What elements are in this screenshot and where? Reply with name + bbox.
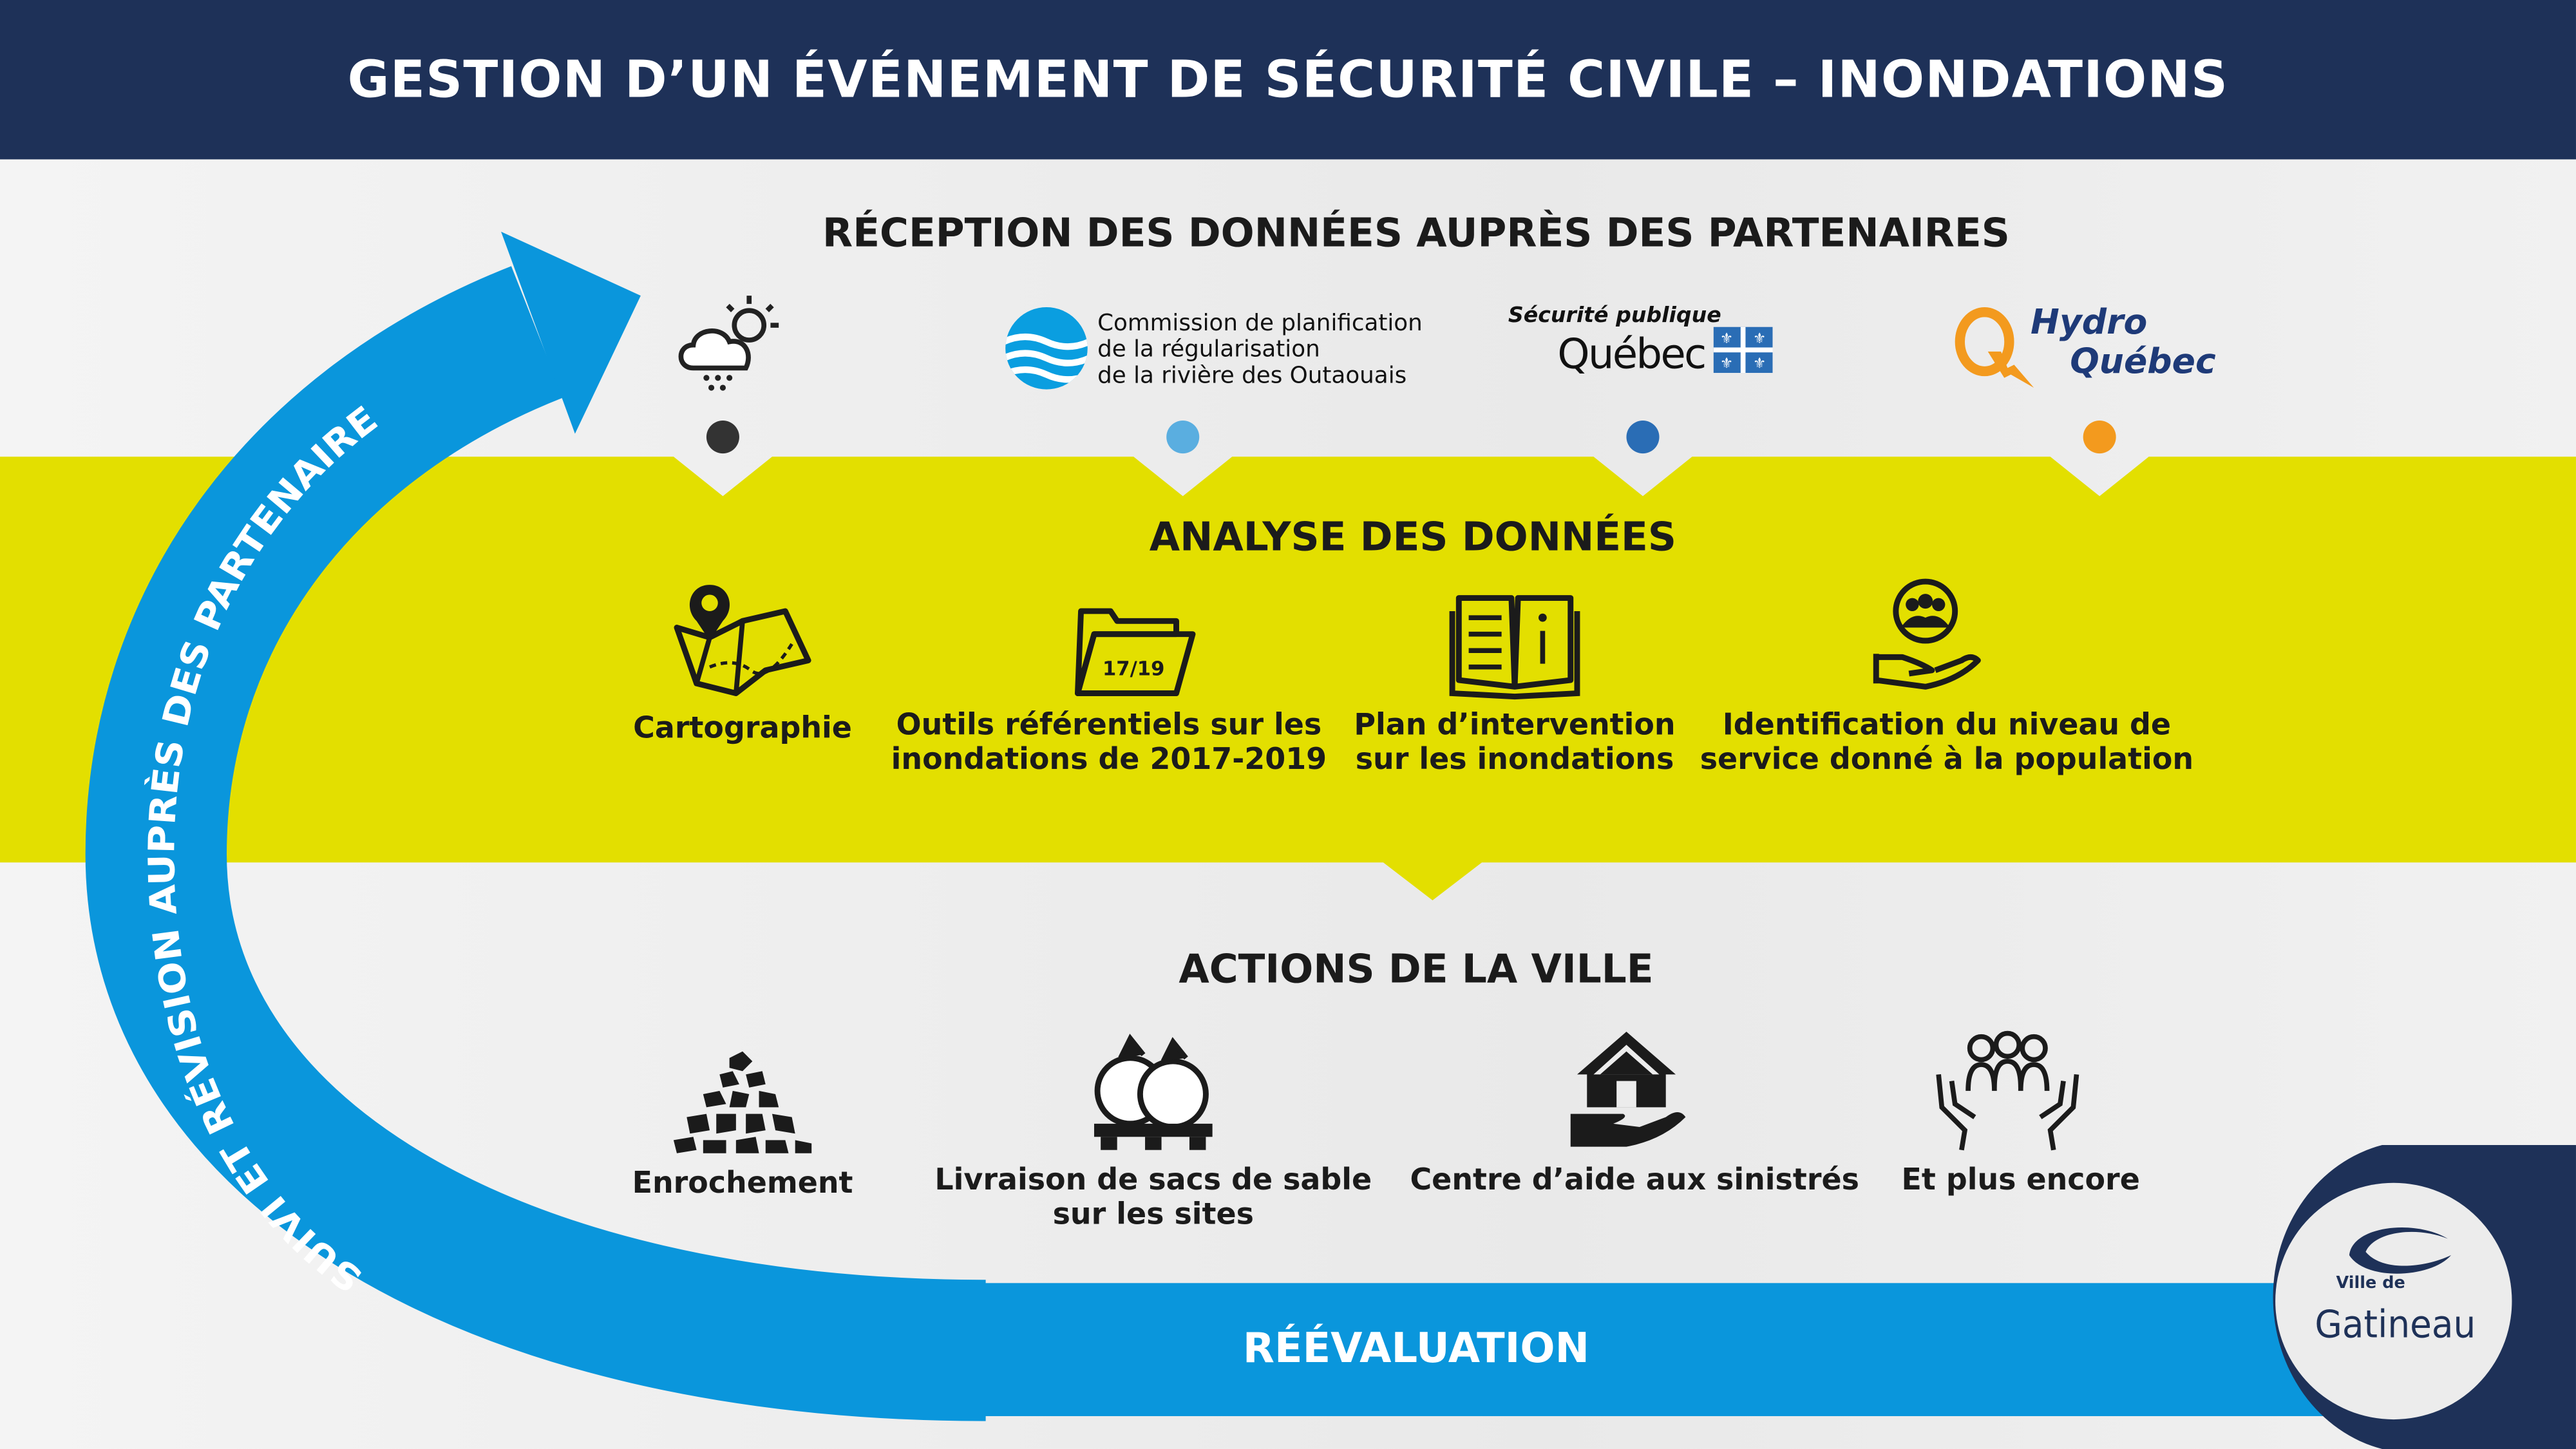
cprro-line: Commission de planification [1097, 310, 1423, 337]
action-label-sacs: Livraison de sacs de sable sur les sites [907, 1163, 1399, 1232]
svg-text:⚜: ⚜ [1753, 330, 1766, 347]
analyse-label-outils: Outils référentiels sur les inondations d… [862, 708, 1355, 777]
label-line: sur les inondations [1355, 743, 1674, 777]
cycle-arrowhead [501, 231, 641, 434]
dot-cprro [1166, 421, 1200, 454]
analyse-title: ANALYSE DES DONNÉES [1149, 514, 1676, 560]
analyse-label-plan: Plan d’intervention sur les inondations [1268, 708, 1761, 777]
label-line: Identification du niveau de [1722, 708, 2172, 743]
sandbags-icon [1094, 1034, 1213, 1150]
dot-securite-publique [1626, 421, 1660, 454]
river-waves-logo [1005, 307, 1088, 390]
label-line: Cartographie [633, 711, 852, 746]
svg-text:⚜: ⚜ [1753, 355, 1766, 372]
svg-text:⚜: ⚜ [1720, 355, 1734, 372]
folder-icon: 17/19 [1074, 608, 1196, 696]
book-icon [1449, 595, 1580, 700]
hand-people-icon [1873, 578, 1981, 690]
label-line: Outils référentiels sur les [896, 708, 1322, 743]
label-line: sur les sites [1052, 1197, 1254, 1233]
label-line: Centre d’aide aux sinistrés [1410, 1163, 1859, 1198]
hydro-line: Québec [2070, 341, 2216, 381]
label-line: Livraison de sacs de sable [934, 1163, 1372, 1198]
reevaluation-label: RÉÉVALUATION [1242, 1324, 1589, 1372]
people-hands-icon [1936, 1030, 2079, 1151]
action-label-enrochement: Enrochement [496, 1166, 989, 1201]
hydro-quebec-logo [1955, 307, 2034, 388]
label-line: Enrochement [632, 1166, 853, 1201]
logo-ville-de: Ville de [2336, 1273, 2405, 1293]
cycle-arc [85, 266, 986, 1421]
quebec-flag-logo: ⚜ ⚜ ⚜ ⚜ [1713, 327, 1773, 374]
analyse-label-identification: Identification du niveau de service donné… [1684, 708, 2210, 777]
label-line: Plan d’intervention [1354, 708, 1676, 743]
cprro-logo-text: Commission de planification de la régula… [1097, 310, 1423, 389]
action-label-centre: Centre d’aide aux sinistrés [1388, 1163, 1881, 1198]
folder-label: 17/19 [1103, 658, 1164, 680]
dot-hydro [2083, 421, 2116, 454]
action-label-plus: Et plus encore [1774, 1163, 2267, 1198]
label-line: inondations de 2017-2019 [891, 743, 1327, 777]
reception-title: RÉCEPTION DES DONNÉES AUPRÈS DES PARTENA… [822, 210, 2010, 256]
cprro-line: de la rivière des Outaouais [1097, 363, 1407, 390]
map-pin-icon [674, 585, 811, 696]
svg-text:⚜: ⚜ [1720, 330, 1734, 347]
weather-cloud-sun-rain-icon [678, 296, 779, 391]
reevaluation-bar [887, 1283, 2366, 1416]
dot-weather [706, 421, 739, 454]
quebec-text: Québec [1557, 330, 1707, 378]
cprro-line: de la régularisation [1097, 336, 1320, 363]
label-line: Et plus encore [1901, 1163, 2140, 1198]
actions-title: ACTIONS DE LA VILLE [1179, 946, 1654, 992]
rocks-icon [673, 1051, 812, 1153]
house-hand-icon [1570, 1032, 1686, 1147]
page-title: GESTION D’UN ÉVÉNEMENT DE SÉCURITÉ CIVIL… [347, 50, 2229, 109]
logo-badge-circle [2275, 1182, 2512, 1420]
hydro-line: Hydro [2031, 302, 2148, 342]
analysis-band [0, 457, 2576, 900]
logo-gatineau: Gatineau [2315, 1303, 2476, 1347]
gatineau-swoosh-icon [2349, 1227, 2452, 1274]
analyse-label-cartographie: Cartographie [496, 712, 989, 746]
hydro-quebec-text: Hydro Québec [2031, 302, 2216, 381]
header: GESTION D’UN ÉVÉNEMENT DE SÉCURITÉ CIVIL… [0, 0, 2576, 160]
label-line: service donné à la population [1700, 743, 2194, 777]
securite-publique-text: Sécurité publique [1508, 303, 1721, 329]
